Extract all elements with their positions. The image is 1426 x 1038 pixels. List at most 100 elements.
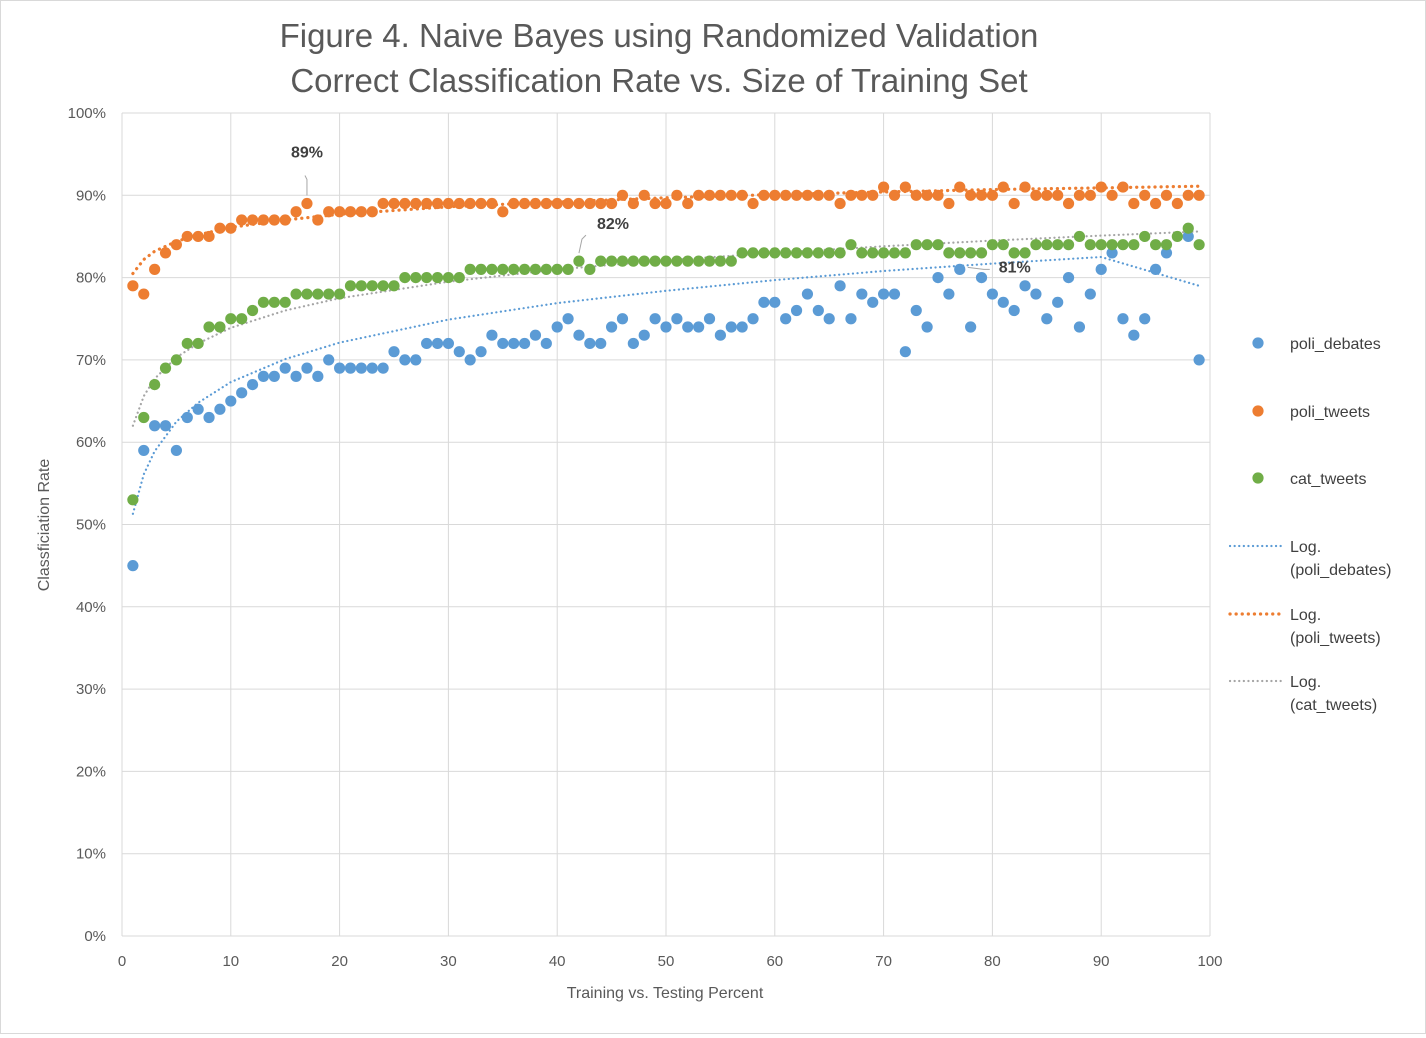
gridlines <box>121 112 1211 937</box>
point-poli-debates <box>671 313 683 325</box>
point-poli-debates <box>703 313 716 325</box>
point-poli-debates <box>616 313 629 325</box>
point-poli-tweets <box>192 230 204 243</box>
point-poli-debates <box>181 411 193 424</box>
point-cat-tweets <box>399 272 411 284</box>
point-cat-tweets <box>453 272 465 284</box>
point-poli-tweets <box>1095 181 1107 193</box>
point-cat-tweets <box>268 296 280 308</box>
point-poli-tweets <box>965 189 977 201</box>
chart-title: Figure 4. Naive Bayes using Randomized V… <box>280 17 1039 54</box>
point-poli-debates <box>1193 354 1205 366</box>
point-cat-tweets <box>1150 239 1162 251</box>
point-poli-tweets <box>1008 197 1020 210</box>
point-poli-tweets <box>649 197 661 210</box>
point-poli-debates <box>1117 313 1129 325</box>
point-poli-tweets <box>780 189 792 201</box>
x-tick-label: 50 <box>658 953 675 970</box>
point-poli-tweets <box>159 247 172 259</box>
point-poli-tweets <box>214 222 226 234</box>
point-poli-debates <box>573 329 585 341</box>
point-poli-tweets <box>573 197 585 210</box>
point-cat-tweets <box>529 263 542 275</box>
point-cat-tweets <box>1062 239 1075 251</box>
point-poli-debates <box>1150 263 1162 275</box>
point-poli-debates <box>921 321 933 333</box>
x-tick-label: 0 <box>118 953 126 970</box>
point-cat-tweets <box>377 280 389 292</box>
point-poli-tweets <box>181 230 193 243</box>
point-poli-tweets <box>1030 189 1042 201</box>
point-cat-tweets <box>725 255 737 267</box>
point-poli-debates <box>1084 288 1096 300</box>
point-cat-tweets <box>464 263 476 275</box>
point-poli-tweets <box>1193 189 1205 201</box>
point-poli-tweets <box>268 214 280 226</box>
point-poli-debates <box>867 296 879 308</box>
point-cat-tweets <box>573 255 585 267</box>
point-cat-tweets <box>1117 239 1129 251</box>
legend-label: Log. <box>1290 539 1321 556</box>
point-poli-debates <box>943 288 955 300</box>
point-cat-tweets <box>1193 239 1205 251</box>
point-poli-tweets <box>834 197 846 210</box>
y-tick-label: 0% <box>84 928 106 945</box>
point-poli-tweets <box>878 181 890 193</box>
point-poli-debates <box>584 337 596 350</box>
point-poli-tweets <box>312 214 324 226</box>
annotation-leader-line <box>578 234 587 254</box>
x-tick-label: 70 <box>875 953 892 970</box>
point-poli-tweets <box>464 197 476 210</box>
point-poli-tweets <box>921 189 933 201</box>
point-cat-tweets <box>965 247 977 259</box>
point-cat-tweets <box>1182 222 1194 234</box>
point-poli-tweets <box>1182 189 1194 201</box>
point-poli-tweets <box>790 189 803 201</box>
y-tick-label: 40% <box>76 599 106 616</box>
point-poli-debates <box>1106 247 1118 259</box>
point-cat-tweets <box>225 313 237 325</box>
point-poli-debates <box>246 378 259 391</box>
point-poli-debates <box>1008 304 1020 317</box>
point-poli-debates <box>279 362 291 374</box>
point-poli-debates <box>714 329 727 341</box>
x-tick-label: 20 <box>331 953 348 970</box>
point-poli-debates <box>355 362 367 374</box>
point-cat-tweets <box>801 247 814 259</box>
point-poli-tweets <box>660 197 672 210</box>
point-poli-debates <box>551 321 563 333</box>
y-tick-label: 70% <box>76 352 106 369</box>
point-cat-tweets <box>518 263 531 275</box>
point-cat-tweets <box>1160 239 1173 251</box>
point-poli-tweets <box>616 189 629 201</box>
point-poli-tweets <box>410 197 422 210</box>
point-cat-tweets <box>562 263 574 275</box>
point-poli-debates <box>1095 263 1107 275</box>
point-poli-debates <box>725 321 737 333</box>
point-cat-tweets <box>878 247 890 259</box>
point-poli-debates <box>965 321 977 333</box>
point-poli-debates <box>812 304 824 317</box>
y-tick-label: 20% <box>76 763 106 780</box>
point-poli-debates <box>736 321 748 333</box>
point-poli-debates <box>442 337 454 350</box>
point-cat-tweets <box>671 255 683 267</box>
point-cat-tweets <box>834 247 846 259</box>
point-poli-tweets <box>334 206 346 218</box>
point-cat-tweets <box>812 247 824 259</box>
point-poli-tweets <box>736 189 748 201</box>
point-poli-tweets <box>682 197 694 210</box>
point-cat-tweets <box>997 239 1009 251</box>
legend-item-poli-tweets: poli_tweets <box>1252 404 1370 421</box>
point-poli-debates <box>801 288 814 300</box>
point-cat-tweets <box>203 321 215 333</box>
point-poli-tweets <box>344 206 357 218</box>
point-poli-debates <box>127 560 139 572</box>
point-poli-tweets <box>1106 189 1118 201</box>
point-cat-tweets <box>606 255 618 267</box>
point-cat-tweets <box>921 239 933 251</box>
point-cat-tweets <box>159 362 172 374</box>
point-poli-tweets <box>1062 197 1075 210</box>
